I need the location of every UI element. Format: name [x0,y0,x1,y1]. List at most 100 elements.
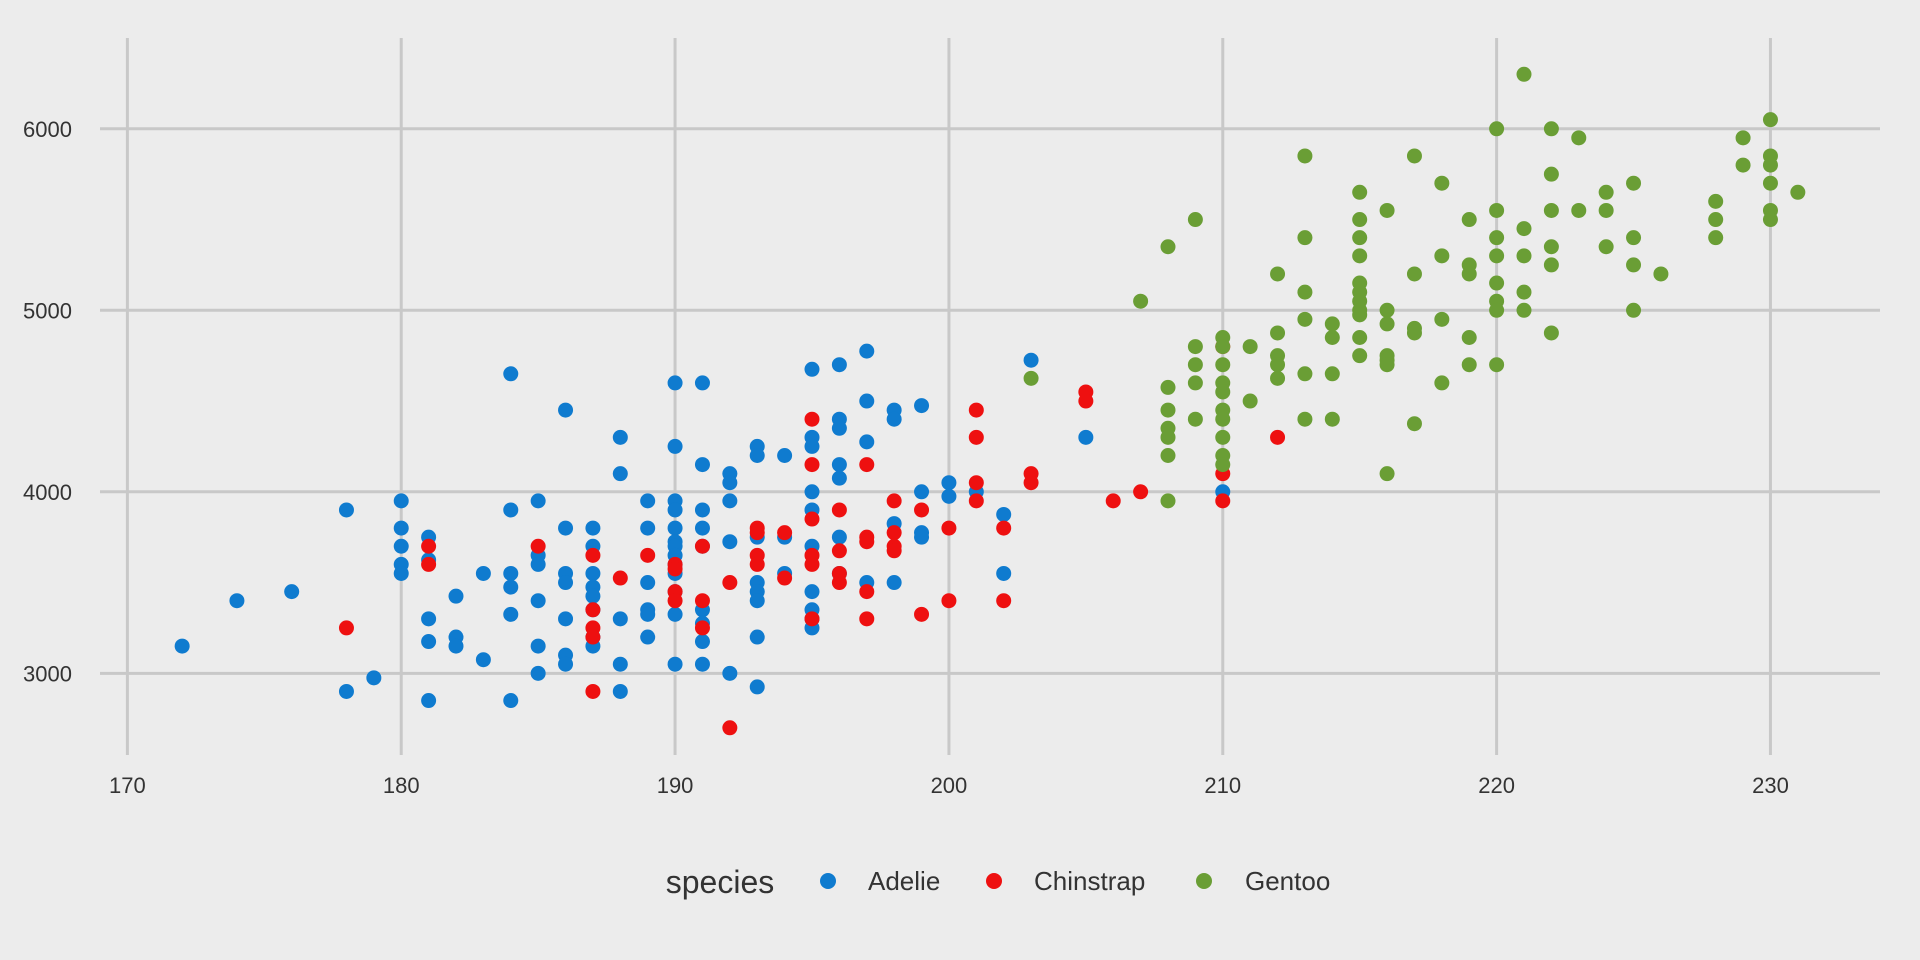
point-chinstrap [968,429,984,445]
point-adelie [640,575,656,591]
point-gentoo [1708,212,1724,228]
point-chinstrap [804,457,820,473]
y-tick-label: 5000 [23,298,72,323]
point-adelie [667,656,683,672]
point-gentoo [1790,184,1806,200]
point-gentoo [1215,357,1231,373]
point-gentoo [1187,212,1203,228]
point-adelie [366,670,382,686]
y-gridlines [100,127,1880,675]
point-gentoo [1543,239,1559,255]
point-chinstrap [585,547,601,563]
point-adelie [667,438,683,454]
point-adelie [941,488,957,504]
point-chinstrap [804,411,820,427]
point-adelie [393,538,409,554]
point-gentoo [1187,339,1203,355]
point-adelie [229,593,245,609]
point-adelie [503,606,519,622]
point-gentoo [1270,266,1286,282]
y-tick-label: 3000 [23,661,72,686]
point-adelie [667,502,683,518]
point-gentoo [1215,339,1231,355]
point-gentoo [1571,202,1587,218]
point-adelie [749,447,765,463]
point-chinstrap [694,593,710,609]
point-adelie [640,629,656,645]
point-gentoo [1160,379,1176,395]
point-adelie [804,438,820,454]
point-gentoo [1762,112,1778,128]
point-adelie [831,357,847,373]
point-gentoo [1489,230,1505,246]
point-adelie [722,475,738,491]
point-chinstrap [886,493,902,509]
point-chinstrap [777,525,793,541]
point-gentoo [1324,316,1340,332]
point-gentoo [1735,130,1751,146]
point-chinstrap [749,556,765,572]
point-gentoo [1543,325,1559,341]
point-gentoo [1406,266,1422,282]
point-gentoo [1297,230,1313,246]
point-adelie [749,679,765,695]
point-adelie [859,343,875,359]
point-gentoo [1735,157,1751,173]
point-gentoo [1270,370,1286,386]
point-chinstrap [1270,429,1286,445]
point-adelie [448,638,464,654]
point-adelie [831,470,847,486]
point-gentoo [1187,375,1203,391]
point-adelie [1078,429,1094,445]
point-adelie [886,411,902,427]
point-gentoo [1626,257,1642,273]
point-adelie [503,366,519,382]
point-gentoo [1324,411,1340,427]
point-gentoo [1626,302,1642,318]
point-gentoo [1324,330,1340,346]
point-gentoo [1762,212,1778,228]
point-adelie [640,493,656,509]
point-adelie [558,520,574,536]
point-adelie [804,484,820,500]
point-adelie [722,665,738,681]
point-adelie [859,393,875,409]
point-gentoo [1297,366,1313,382]
point-adelie [530,665,546,681]
point-chinstrap [941,520,957,536]
x-tick-label: 230 [1752,773,1789,798]
point-adelie [530,593,546,609]
point-gentoo [1160,493,1176,509]
point-gentoo [1160,447,1176,463]
point-gentoo [1461,212,1477,228]
point-adelie [941,475,957,491]
point-adelie [831,457,847,473]
point-adelie [804,584,820,600]
point-chinstrap [996,593,1012,609]
point-gentoo [1242,339,1258,355]
point-chinstrap [886,525,902,541]
x-tick-label: 190 [657,773,694,798]
point-adelie [886,575,902,591]
point-gentoo [1434,375,1450,391]
point-adelie [996,565,1012,581]
point-adelie [174,638,190,654]
point-gentoo [1270,357,1286,373]
point-adelie [612,466,628,482]
point-adelie [475,652,491,668]
point-adelie [503,565,519,581]
point-gentoo [1489,121,1505,137]
point-gentoo [1543,202,1559,218]
point-chinstrap [694,620,710,636]
point-gentoo [1516,284,1532,300]
point-chinstrap [831,502,847,518]
point-chinstrap [1105,493,1121,509]
point-gentoo [1489,302,1505,318]
legend: species Adelie Chinstrap Gentoo [666,864,1331,900]
point-adelie [612,611,628,627]
point-gentoo [1215,411,1231,427]
point-chinstrap [804,511,820,527]
point-adelie [503,693,519,709]
point-adelie [722,534,738,550]
x-tick-label: 170 [109,773,146,798]
